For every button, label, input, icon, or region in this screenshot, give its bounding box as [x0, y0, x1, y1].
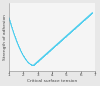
Y-axis label: Strength of adhesion: Strength of adhesion — [4, 14, 8, 60]
X-axis label: Critical surface tension: Critical surface tension — [27, 79, 77, 83]
